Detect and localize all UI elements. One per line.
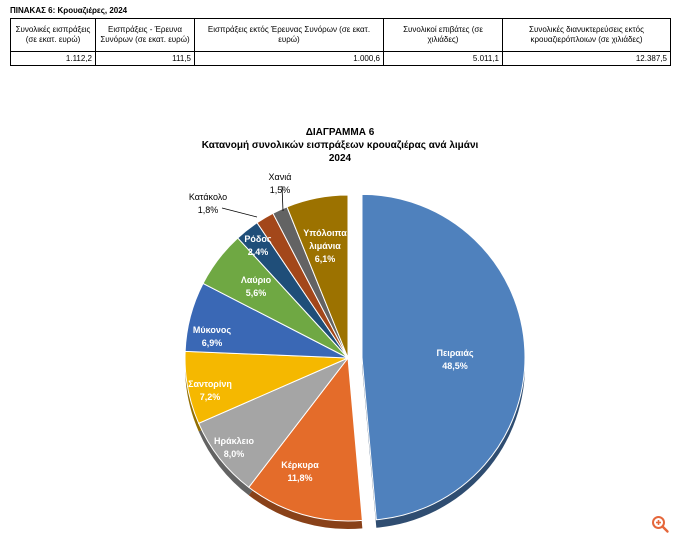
cell-overnight-stays: 12.387,5: [502, 51, 671, 66]
header-non-border-receipts: Εισπράξεις εκτός Έρευνας Συνόρων (σε εκα…: [194, 18, 384, 52]
header-overnight-stays: Συνολικές διανυκτερεύσεις εκτός κρουαζιε…: [502, 18, 671, 52]
slice-label-1: Κέρκυρα 11,8%: [281, 460, 319, 483]
pie-slice-1: [248, 356, 363, 522]
table-row: 1.112,2 111,5 1.000,6 5.011,1 12.387,5: [10, 51, 671, 66]
slice-label-6: Ρόδος 2,4%: [244, 234, 271, 257]
cell-non-border-receipts: 1.000,6: [194, 51, 384, 66]
chart-area: ΔΙΑΓΡΑΜΜΑ 6 Κατανομή συνολικών εισπράξεω…: [0, 100, 680, 540]
chart-title: ΔΙΑΓΡΑΜΜΑ 6: [305, 127, 375, 138]
pie-slice-0: [361, 193, 526, 521]
chart-subtitle: Κατανομή συνολικών εισπράξεων κρουαζιέρα…: [201, 140, 479, 151]
cell-total-passengers: 5.011,1: [383, 51, 503, 66]
slice-label-3: Σαντορίνη 7,2%: [188, 379, 232, 402]
zoom-in-icon[interactable]: [650, 514, 670, 534]
slice-label-0: Πειραιάς 48,5%: [436, 348, 473, 371]
pie-chart: Πειραιάς 48,5% Κέρκυρα 11,8% Ηράκλειο 8,0% Σαν…: [184, 172, 526, 529]
table-caption: ΠΙΝΑΚΑΣ 6: Κρουαζιέρες, 2024: [10, 6, 128, 15]
header-total-passengers: Συνολικοί επιβάτες (σε χιλιάδες): [383, 18, 503, 52]
slice-label-5: Λαύριο 5,6%: [241, 275, 272, 298]
cruise-data-table: Συνολικές εισπράξεις (σε εκατ. ευρώ) Εισ…: [10, 18, 671, 66]
cell-border-survey-receipts: 111,5: [95, 51, 195, 66]
header-total-receipts: Συνολικές εισπράξεις (σε εκατ. ευρώ): [10, 18, 96, 52]
leader-line-8: [281, 185, 284, 212]
leader-line-7: [221, 207, 258, 218]
pie-slice-9: [286, 194, 349, 359]
slice-label-7: Κατάκολο 1,8%: [189, 192, 227, 215]
table-header-row: Συνολικές εισπράξεις (σε εκατ. ευρώ) Εισ…: [10, 18, 671, 52]
slice-label-8: Χανιά 1,5%: [269, 172, 292, 195]
slice-label-9: Υπόλοιπα λιμάνια 6,1%: [303, 228, 347, 264]
slice-label-4: Μύκονος 6,9%: [193, 325, 231, 348]
cell-total-receipts: 1.112,2: [10, 51, 96, 66]
header-border-survey-receipts: Εισπράξεις - Έρευνα Συνόρων (σε εκατ. ευ…: [95, 18, 195, 52]
chart-year: 2024: [328, 153, 352, 164]
slice-label-2: Ηράκλειο 8,0%: [214, 436, 254, 459]
